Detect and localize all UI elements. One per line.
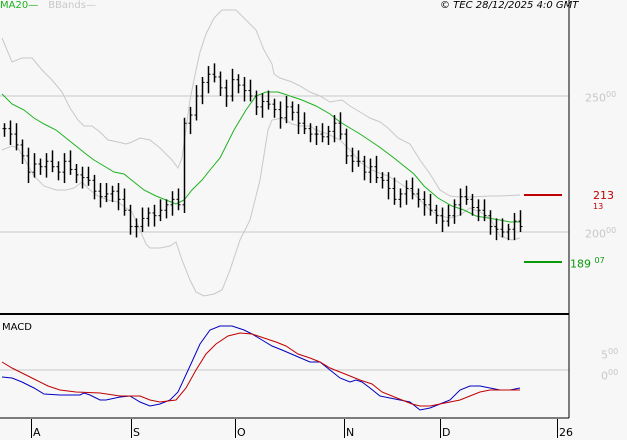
x-label-dec: D [442,426,451,439]
x-label-nov: N [346,426,355,439]
price-label-200: 20000 [585,226,617,241]
legend: MA20— BBands— [0,0,96,12]
legend-ma20: MA20— [0,0,39,11]
x-axis-ticks [31,419,558,438]
copyright-label: © TEC 28/12/2025 4:0 GMT [440,0,579,11]
macd-line [1,325,521,411]
macd-signal-line [1,332,520,407]
bband-lower [1,117,521,297]
x-label-aug: A [33,426,41,439]
legend-bbands: BBands— [48,0,96,11]
price-bars [2,63,523,241]
x-label-sep: S [133,426,140,439]
ma20-line [1,91,520,223]
resistance-label: 213 13 [593,189,614,211]
support-label: 189 07 [570,256,605,271]
macd-title: MACD [2,322,32,333]
bband-upper [1,9,521,198]
x-label-26: 26 [559,426,573,439]
price-label-250: 25000 [585,90,617,105]
macd-label-500: 500 [601,347,619,362]
macd-label-0: 000 [601,368,619,383]
x-label-oct: O [237,426,246,439]
